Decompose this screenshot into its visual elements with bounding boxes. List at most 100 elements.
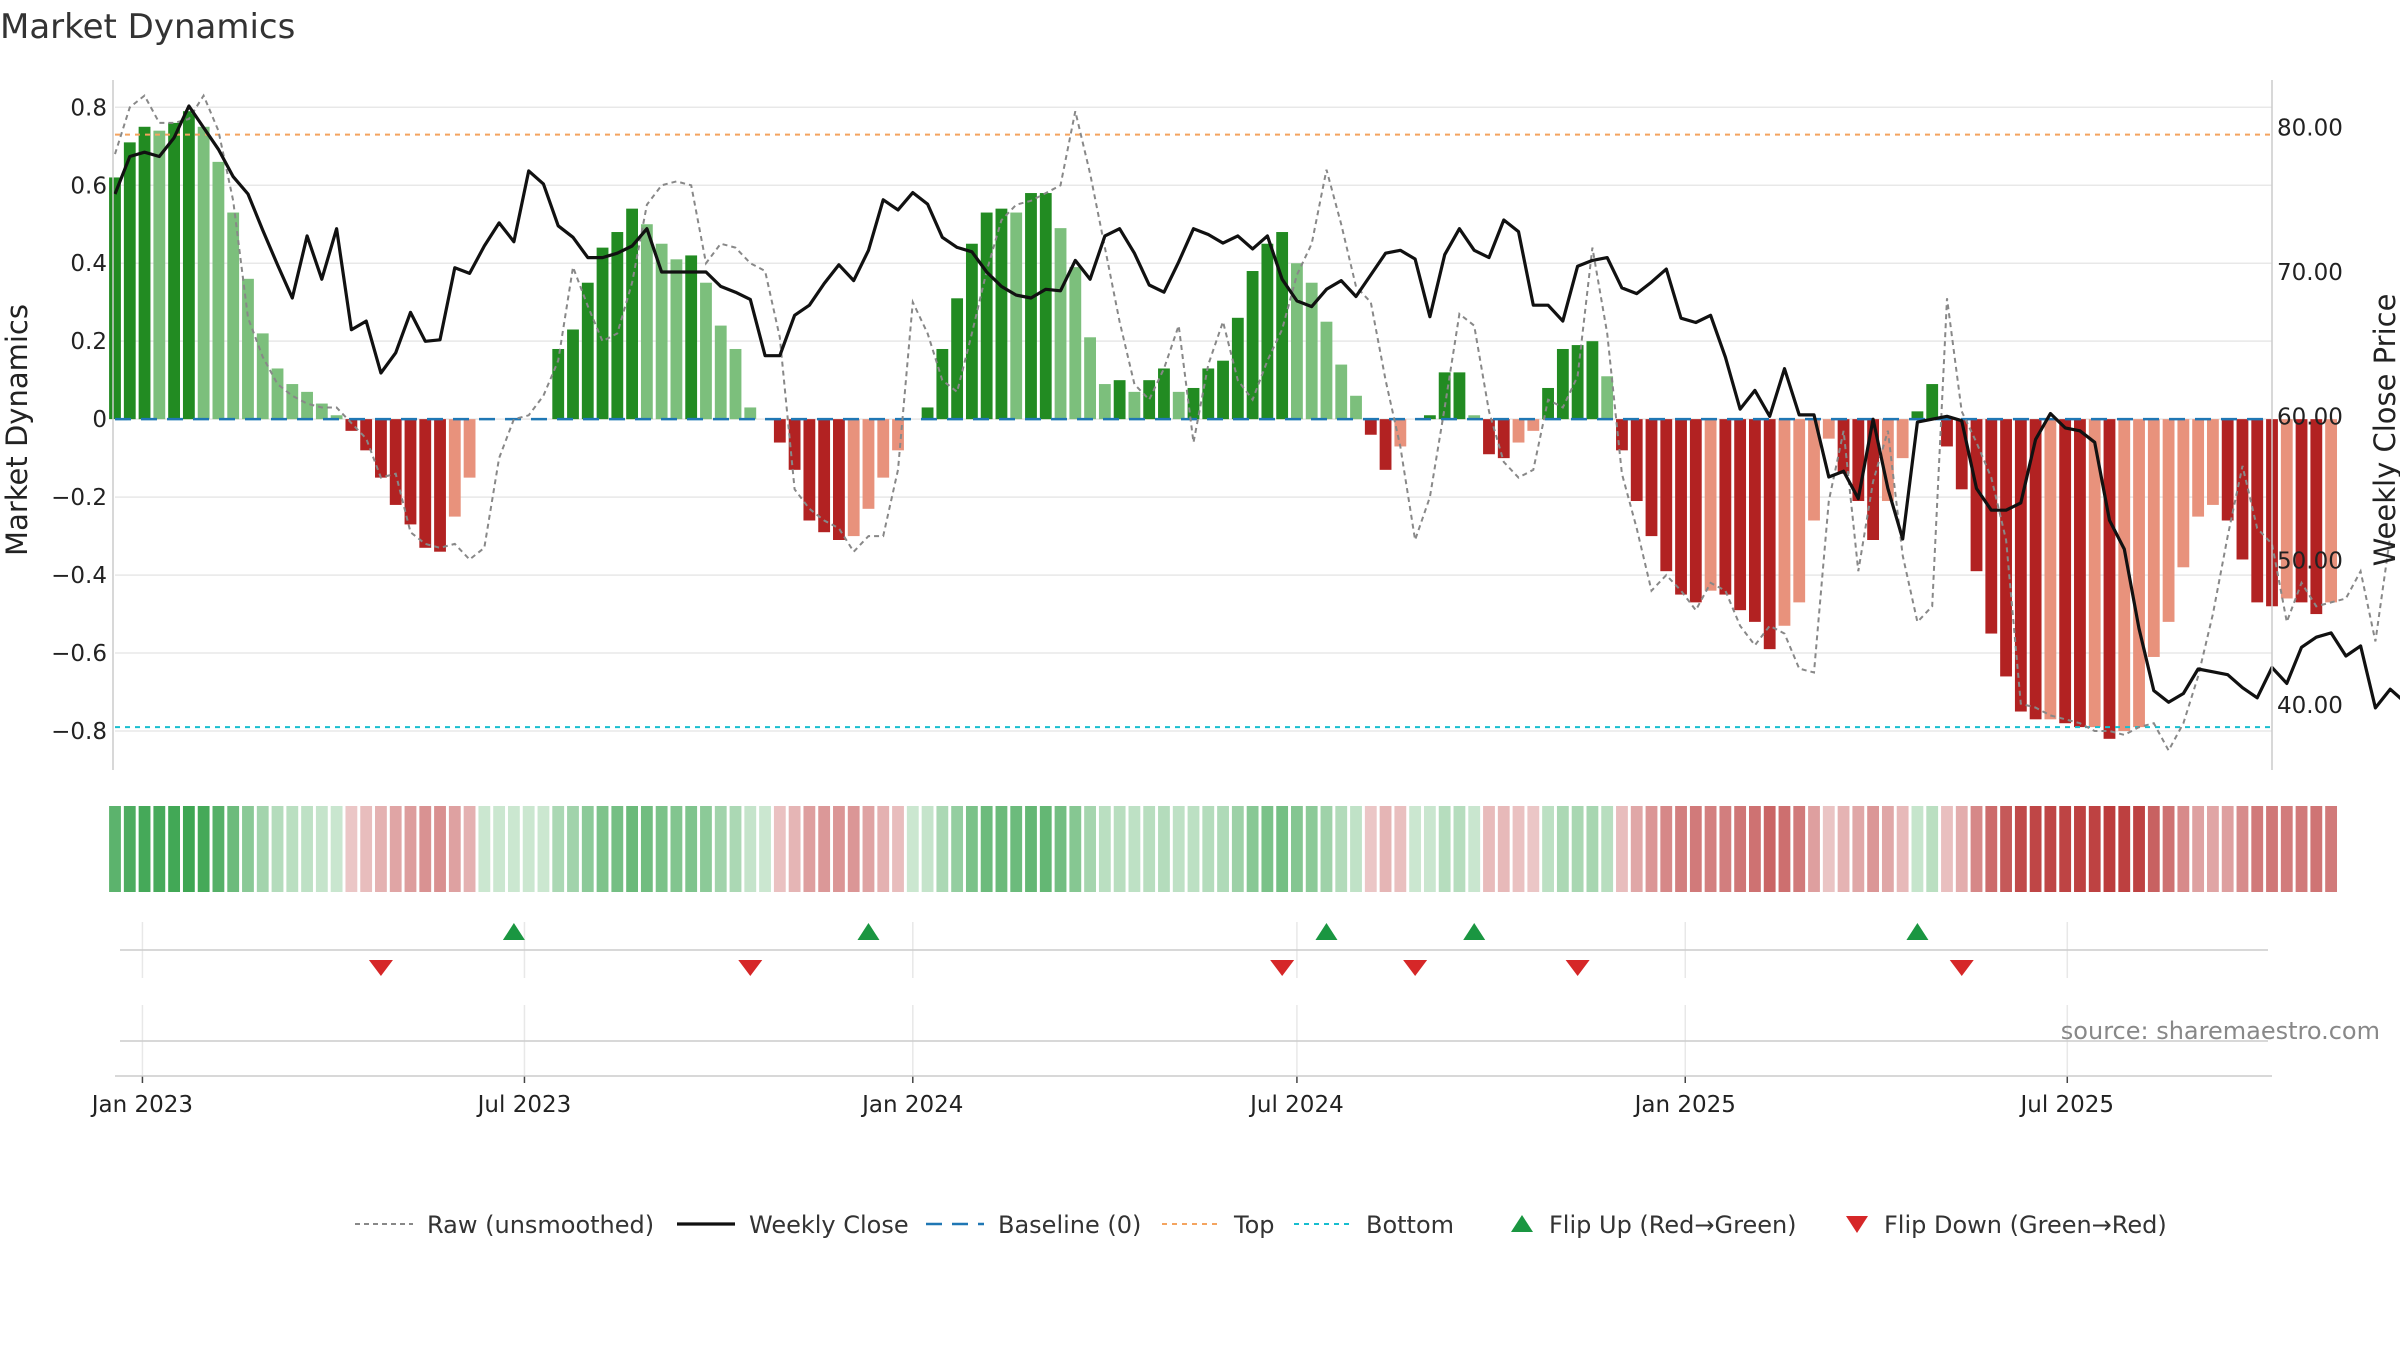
md-bar [1217,360,1229,420]
regime-strip-cell [995,806,1008,892]
flip-up-marker [1315,923,1338,940]
regime-strip-cell [1822,806,1835,892]
regime-strip-cell [419,806,432,892]
md-bar [2280,419,2293,599]
md-bar [2074,419,2086,728]
md-bar [1394,419,1407,447]
md-bar [714,325,727,420]
bars-layer [109,111,2338,739]
regime-strip-cell [2088,806,2101,892]
regime-strip-cell [227,806,240,892]
md-bar [2221,419,2234,521]
regime-strip-cell [2236,806,2249,892]
y2-tick-label: 80.00 [2277,116,2343,142]
md-bar [773,419,786,443]
md-bar [1852,419,1865,502]
md-bar [2133,419,2145,728]
flip-down-marker [1270,960,1295,976]
md-bar [2088,419,2101,728]
regime-strip-cell [1113,806,1126,892]
regime-strip-cell [611,806,624,892]
regime-strip-cell [2103,806,2116,892]
regime-strip-cell [2221,806,2234,892]
regime-strip-cell [1896,806,1909,892]
regime-strip-cell [1305,806,1318,892]
x-tick-label: Jul 2025 [2018,1092,2114,1118]
regime-strip-cell [1601,806,1614,892]
md-bar [596,247,609,420]
regime-strip-cell [256,806,269,892]
regime-strip-cell [2118,806,2131,892]
chart-title: Market Dynamics [0,7,295,47]
regime-strip-cell [1704,806,1717,892]
regime-strip-cell [803,806,816,892]
regime-strip-cell [1010,806,1023,892]
regime-strip-cell [773,806,786,892]
regime-strip-cell [109,806,121,892]
regime-strip-cell [892,806,904,892]
regime-strip-cell [375,806,387,892]
axes-layer: 0.8 0.6 0.4 0.2 0 −0.2 −0.4 −0.6 −0.8 80.00 70.00 6… [51,80,2343,1118]
regime-strip-cell [2251,806,2264,892]
md-bar [1837,419,1850,474]
regime-strip-cell [168,806,181,892]
md-bar [1010,212,1023,420]
regime-strip-cell [2295,806,2308,892]
regime-strip-cell [1793,806,1806,892]
md-bar [1896,419,1909,459]
legend-swatch-flip-up [1511,1215,1533,1232]
md-bar [389,419,402,505]
md-bar [168,122,181,420]
md-bar [611,232,624,420]
regime-strip-cell [2074,806,2086,892]
md-bar [2162,419,2175,622]
regime-strip-cell [1985,806,1998,892]
flip-down-marker [1403,960,1428,976]
md-bar [1749,419,1761,622]
md-bar [1571,345,1584,420]
md-bar [271,368,284,420]
regime-strip-cell [1955,806,1968,892]
weekly-close-line [113,104,2400,710]
md-bar [1630,419,1643,502]
md-bar [123,142,136,420]
md-bar [1364,419,1377,435]
regime-strip-cell [1571,806,1584,892]
y-tick-label: 0.6 [70,173,107,199]
regime-strip-cell [1778,806,1791,892]
regime-strip-cell [271,806,284,892]
regime-strip-cell [581,806,594,892]
regime-strip-cell [197,806,210,892]
regime-strip-cell [404,806,417,892]
md-bar [1054,228,1067,420]
y2-axis-label: Weekly Close Price [2368,294,2400,567]
md-bar [1069,267,1082,420]
regime-strip-cell [1084,806,1096,892]
regime-strip-cell [1335,806,1348,892]
md-bar [2059,419,2072,724]
regime-strip-cell [1453,806,1466,892]
reference-lines [115,133,2272,729]
md-bar [227,212,240,420]
regime-strip-cell [2133,806,2145,892]
regime-strip-cell [2147,806,2160,892]
md-bar [2236,419,2249,560]
md-bar [345,419,358,431]
regime-strip-cell [1645,806,1658,892]
md-bar [685,255,698,420]
md-bar [315,403,328,420]
regime-strip-cell [212,806,225,892]
md-bar [862,419,875,509]
md-bar [1586,341,1599,420]
md-bar [1512,419,1525,443]
y-axis-label: Market Dynamics [0,304,34,556]
md-bar [1113,380,1126,420]
md-bar [404,419,417,525]
md-bar [744,407,757,420]
md-bar [1542,387,1554,420]
regime-strip-cell [1468,806,1481,892]
regime-strip-cell [980,806,993,892]
md-bar [892,419,904,451]
md-bar [2310,419,2323,615]
md-bar [788,419,801,470]
